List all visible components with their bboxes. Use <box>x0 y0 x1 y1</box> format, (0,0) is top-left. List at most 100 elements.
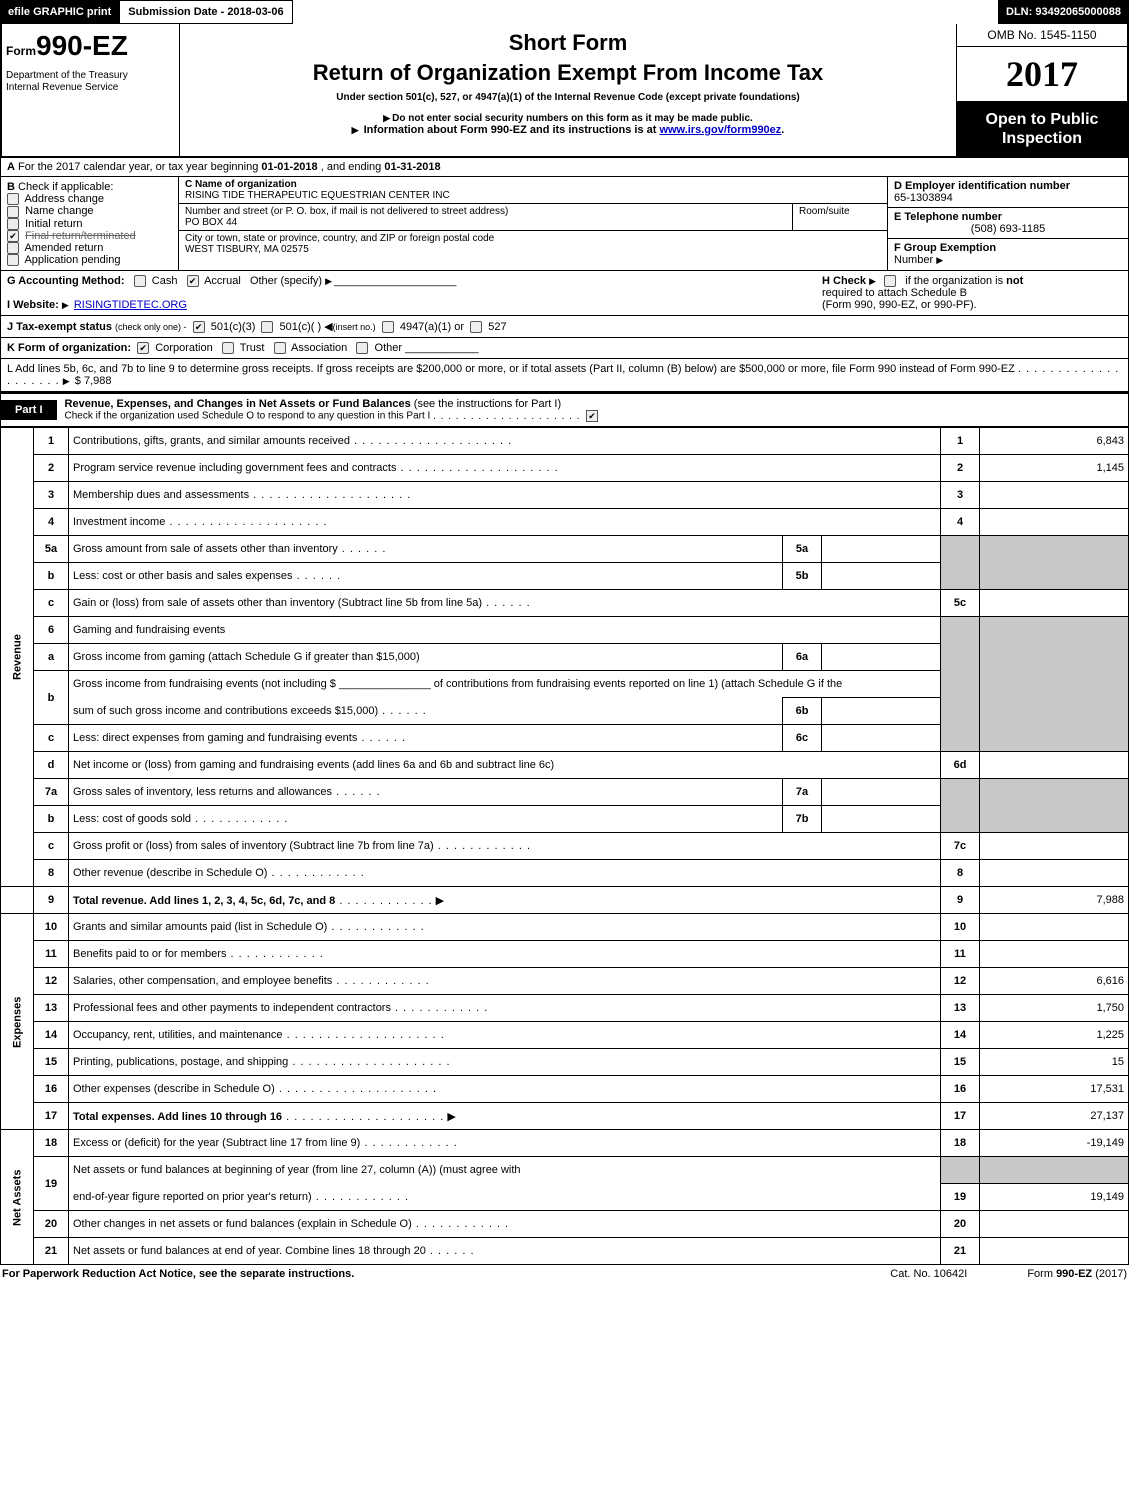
l10-desc: Grants and similar amounts paid (list in… <box>73 921 327 933</box>
l7c-bn: 7c <box>941 833 980 860</box>
chk-amended-return[interactable] <box>7 242 19 254</box>
c-addr-label: Number and street (or P. O. box, if mail… <box>185 206 508 217</box>
l10-bn: 10 <box>941 914 980 941</box>
omb-number: OMB No. 1545-1150 <box>957 24 1127 47</box>
l5b-num: b <box>34 563 69 590</box>
l9-val: 7,988 <box>980 887 1129 914</box>
l2-num: 2 <box>34 455 69 482</box>
j-527: 527 <box>488 321 506 333</box>
footer-right: Form 990-EZ (2017) <box>1027 1268 1127 1280</box>
k-label: K Form of organization: <box>7 342 131 354</box>
chk-527[interactable] <box>470 321 482 333</box>
j-row: J Tax-exempt status (check only one) - 5… <box>0 316 1129 338</box>
part-i-title: Revenue, Expenses, and Changes in Net As… <box>57 394 606 426</box>
l5c-val <box>980 590 1129 617</box>
chk-501c[interactable] <box>261 321 273 333</box>
l12-bn: 12 <box>941 968 980 995</box>
i-label: I Website: <box>7 299 59 311</box>
c-city-box: City or town, state or province, country… <box>179 231 887 257</box>
info-line: Information about Form 990-EZ and its in… <box>186 124 950 136</box>
chk-4947[interactable] <box>382 321 394 333</box>
d-value: 65-1303894 <box>894 192 953 204</box>
l15-num: 15 <box>34 1049 69 1076</box>
l15-bn: 15 <box>941 1049 980 1076</box>
b-item-initial-return: Initial return <box>25 218 82 230</box>
info-link[interactable]: www.irs.gov/form990ez <box>659 124 781 136</box>
vlabel-net-assets: Net Assets <box>1 1130 34 1265</box>
l20-desc: Other changes in net assets or fund bala… <box>73 1218 412 1230</box>
line-5c: c Gain or (loss) from sale of assets oth… <box>1 590 1129 617</box>
chk-schedule-o[interactable] <box>586 410 598 422</box>
chk-corp[interactable] <box>137 342 149 354</box>
l3-num: 3 <box>34 482 69 509</box>
chk-initial-return[interactable] <box>7 218 19 230</box>
line-a-tax-year: A For the 2017 calendar year, or tax yea… <box>0 158 1129 177</box>
l16-num: 16 <box>34 1076 69 1103</box>
l6a-mn: 6a <box>783 644 822 671</box>
chk-assoc[interactable] <box>274 342 286 354</box>
line-6: 6 Gaming and fundraising events <box>1 617 1129 644</box>
l11-val <box>980 941 1129 968</box>
l17-num: 17 <box>34 1103 69 1130</box>
line-5a: 5a Gross amount from sale of assets othe… <box>1 536 1129 563</box>
l21-bn: 21 <box>941 1238 980 1265</box>
vlabel-expenses: Expenses <box>1 914 34 1130</box>
c-addr-box: Number and street (or P. O. box, if mail… <box>179 204 792 231</box>
chk-name-change[interactable] <box>7 206 19 218</box>
chk-address-change[interactable] <box>7 193 19 205</box>
line-10: Expenses 10 Grants and similar amounts p… <box>1 914 1129 941</box>
g-other: Other (specify) <box>250 275 322 287</box>
l6b-num: b <box>34 671 69 725</box>
website-link[interactable]: RISINGTIDETEC.ORG <box>74 299 187 311</box>
line-20: 20 Other changes in net assets or fund b… <box>1 1211 1129 1238</box>
footer-left: For Paperwork Reduction Act Notice, see … <box>2 1268 354 1280</box>
return-title: Return of Organization Exempt From Incom… <box>186 60 950 86</box>
j-501c3: 501(c)(3) <box>211 321 256 333</box>
f-label2: Number <box>894 254 933 266</box>
a-end-date: 01-31-2018 <box>384 161 440 173</box>
footer-right-form: 990-EZ <box>1056 1268 1092 1280</box>
f-arrow-icon <box>936 254 945 266</box>
l7b-desc: Less: cost of goods sold <box>73 813 191 825</box>
chk-final-return[interactable] <box>7 230 19 242</box>
l3-desc: Membership dues and assessments <box>73 489 249 501</box>
l7ab-val-grey <box>980 779 1129 833</box>
l16-bn: 16 <box>941 1076 980 1103</box>
l-value: $ 7,988 <box>75 375 112 387</box>
l7b-mn: 7b <box>783 806 822 833</box>
open-line2: Inspection <box>1002 130 1082 147</box>
chk-cash[interactable] <box>134 275 146 287</box>
chk-h[interactable] <box>884 275 896 287</box>
chk-accrual[interactable] <box>187 275 199 287</box>
part-i-check-text: Check if the organization used Schedule … <box>65 411 431 422</box>
chk-trust[interactable] <box>222 342 234 354</box>
l7b-num: b <box>34 806 69 833</box>
chk-application-pending[interactable] <box>7 254 19 266</box>
chk-other-org[interactable] <box>356 342 368 354</box>
l4-desc: Investment income <box>73 516 165 528</box>
c-city-value: WEST TISBURY, MA 02575 <box>185 244 309 255</box>
l6d-bn: 6d <box>941 752 980 779</box>
j-sub: (check only one) - <box>115 322 187 332</box>
col-c-org-info: C Name of organization RISING TIDE THERA… <box>179 177 888 270</box>
h-arrow-icon <box>869 275 878 287</box>
page-footer: For Paperwork Reduction Act Notice, see … <box>0 1265 1129 1280</box>
k-assoc: Association <box>291 342 347 354</box>
l8-desc: Other revenue (describe in Schedule O) <box>73 867 267 879</box>
l13-desc: Professional fees and other payments to … <box>73 1002 391 1014</box>
l9-desc: Total revenue. Add lines 1, 2, 3, 4, 5c,… <box>73 895 335 907</box>
a-prefix: For the 2017 calendar year, or tax year … <box>18 161 261 173</box>
vlabel-rev-end <box>1 887 34 914</box>
l6-val-grey <box>980 617 1129 752</box>
l6d-num: d <box>34 752 69 779</box>
info-arrow-icon <box>352 124 361 136</box>
k-trust: Trust <box>240 342 265 354</box>
efile-print-box: efile GRAPHIC print <box>0 0 119 24</box>
chk-501c3[interactable] <box>193 321 205 333</box>
l6d-val <box>980 752 1129 779</box>
form-number: Form990-EZ <box>2 24 179 64</box>
c-addr-value: PO BOX 44 <box>185 217 237 228</box>
l21-val <box>980 1238 1129 1265</box>
l6b-desc2: of contributions from fundraising events… <box>434 678 842 690</box>
l5a-desc: Gross amount from sale of assets other t… <box>73 543 338 555</box>
